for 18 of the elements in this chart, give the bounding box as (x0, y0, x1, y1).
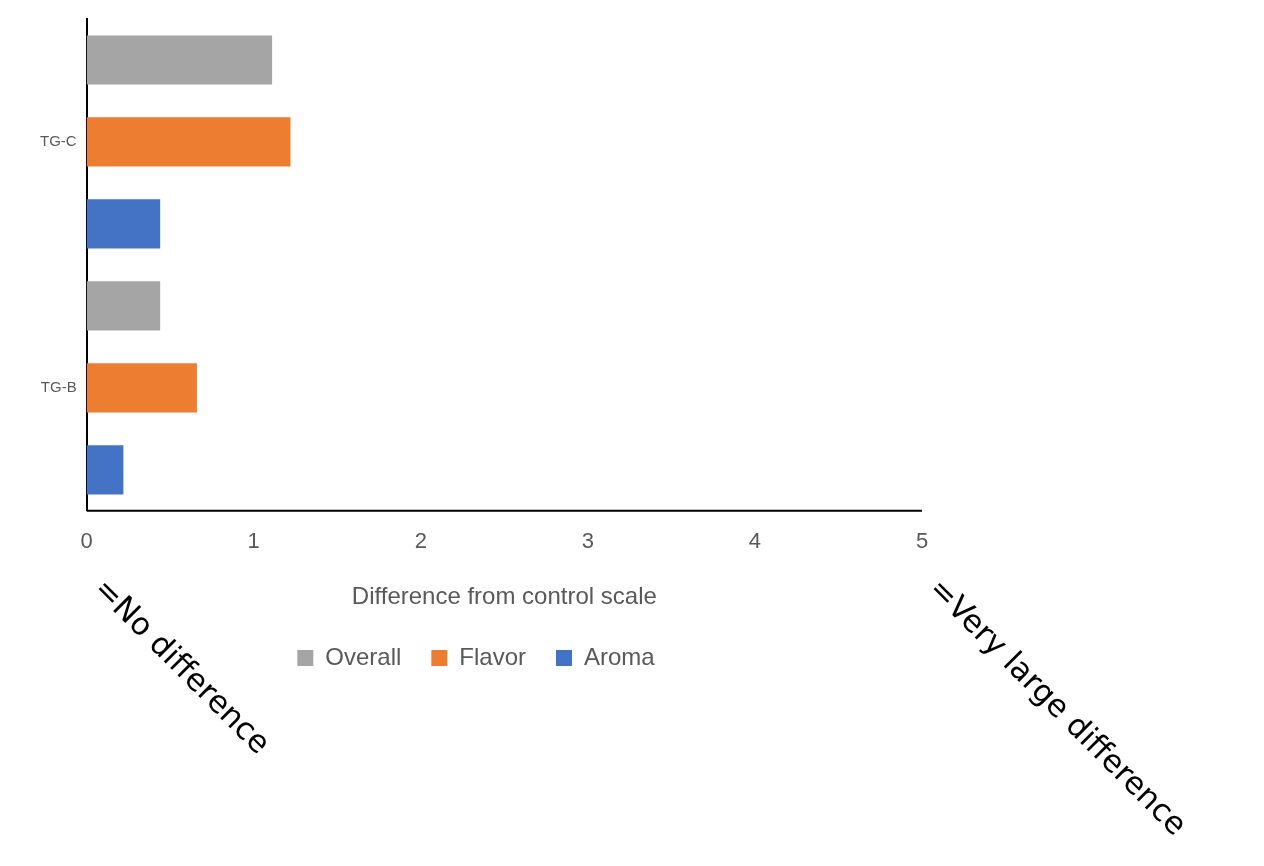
y-tick-label: TG-B (40, 377, 77, 395)
legend-label: Overall (325, 642, 402, 670)
x-tick-label: 4 (748, 528, 762, 554)
x-tick-label: 0 (80, 528, 93, 554)
x-tick-label: 2 (414, 528, 427, 554)
x-tick-label: 1 (247, 528, 260, 554)
bar (86, 35, 273, 85)
x-tick-label: 5 (915, 528, 929, 554)
bar (86, 199, 161, 249)
x-tick-label: 3 (581, 528, 594, 554)
y-tick-label: TG-C (39, 132, 77, 150)
bar (86, 445, 124, 495)
bar (86, 281, 161, 331)
legend-label: Aroma (584, 642, 656, 670)
legend-label: Flavor (459, 642, 527, 670)
bar (86, 363, 197, 413)
bar (86, 117, 291, 167)
x-axis-title: Difference from control scale (351, 582, 657, 610)
